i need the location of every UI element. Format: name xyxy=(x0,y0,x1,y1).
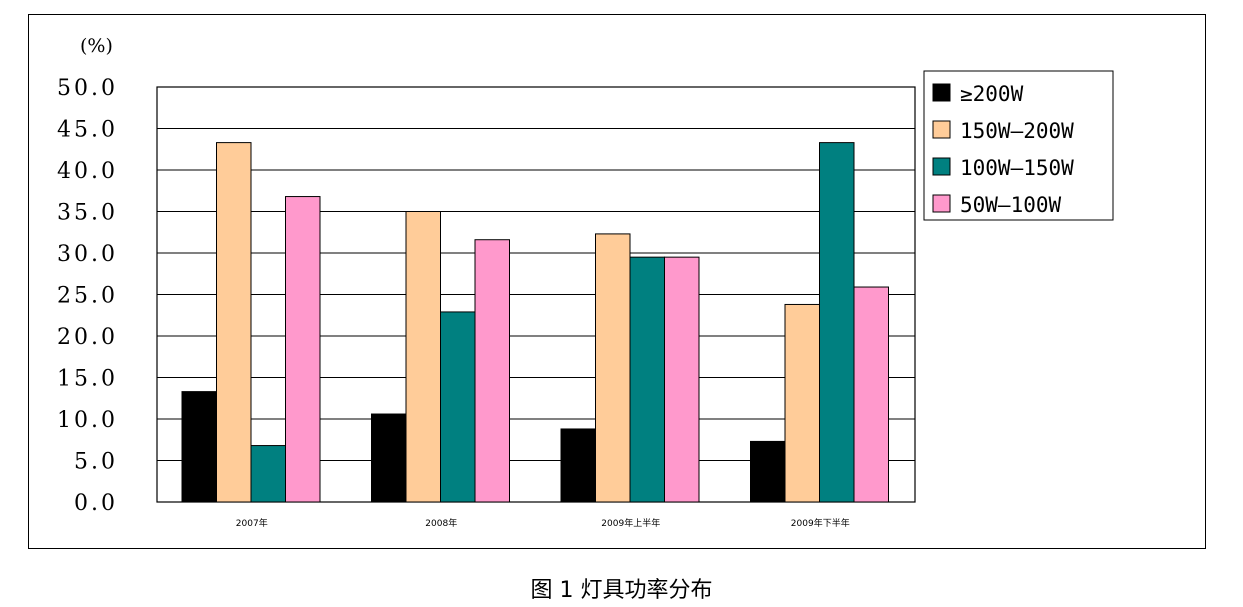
bar xyxy=(750,440,786,503)
legend-swatch xyxy=(932,83,951,102)
bar xyxy=(216,142,252,503)
legend-label: 50W—100W xyxy=(960,193,1062,217)
y-tick-label: 20.0 xyxy=(57,325,118,350)
figure-caption: 图 1 灯具功率分布 xyxy=(530,578,713,603)
x-tick-label: 2009年下半年 xyxy=(791,517,850,529)
y-tick-label: 50.0 xyxy=(57,76,118,101)
bar xyxy=(664,256,700,503)
y-axis-label: (%) xyxy=(80,35,113,57)
legend-swatch xyxy=(932,120,951,139)
x-tick-labels: 2007年 2008年 2009年上半年 2009年下半年 xyxy=(236,517,850,529)
bar xyxy=(629,256,665,503)
bar xyxy=(405,211,441,503)
x-tick-label: 2009年上半年 xyxy=(601,517,660,529)
x-tick-label: 2007年 xyxy=(236,517,268,529)
bar xyxy=(595,233,631,503)
legend-label: 150W—200W xyxy=(960,119,1074,143)
y-tick-label: 40.0 xyxy=(57,159,118,184)
y-tick-label: 5.0 xyxy=(74,450,118,475)
legend-label: 100W—150W xyxy=(960,156,1074,180)
chart-frame xyxy=(28,14,1206,549)
bar xyxy=(560,428,596,503)
bar xyxy=(784,303,820,503)
bar xyxy=(285,196,321,503)
legend-swatch xyxy=(932,157,951,176)
y-tick-label: 30.0 xyxy=(57,242,118,267)
bar xyxy=(181,391,217,503)
y-tick-label: 25.0 xyxy=(57,284,118,309)
plot-area xyxy=(156,86,916,503)
bar xyxy=(440,311,476,503)
y-tick-label: 35.0 xyxy=(57,201,118,226)
bar xyxy=(853,286,889,503)
y-tick-label: 0.0 xyxy=(74,491,118,516)
legend-label: ≥200W xyxy=(960,82,1024,106)
x-tick-label: 2008年 xyxy=(425,517,457,529)
legend-swatch xyxy=(932,194,951,213)
bar xyxy=(819,142,855,503)
y-tick-labels: 0.0 5.0 10.0 15.0 20.0 25.0 30.0 35.0 40.0 45.0 50… xyxy=(57,76,118,516)
bar xyxy=(474,239,510,503)
bars xyxy=(181,142,889,503)
bar-chart: (%) 0.0 5.0 10.0 15.0 20.0 25.0 30.0 35.0 40.0 45… xyxy=(57,35,1114,529)
y-tick-label: 10.0 xyxy=(57,408,118,433)
legend-box xyxy=(923,70,1114,221)
legend: ≥200W 150W—200W 100W—150W 50W—100W xyxy=(923,70,1114,221)
y-tick-label: 45.0 xyxy=(57,118,118,143)
bar xyxy=(250,445,286,503)
y-tick-label: 15.0 xyxy=(57,367,118,392)
bar xyxy=(371,413,407,503)
